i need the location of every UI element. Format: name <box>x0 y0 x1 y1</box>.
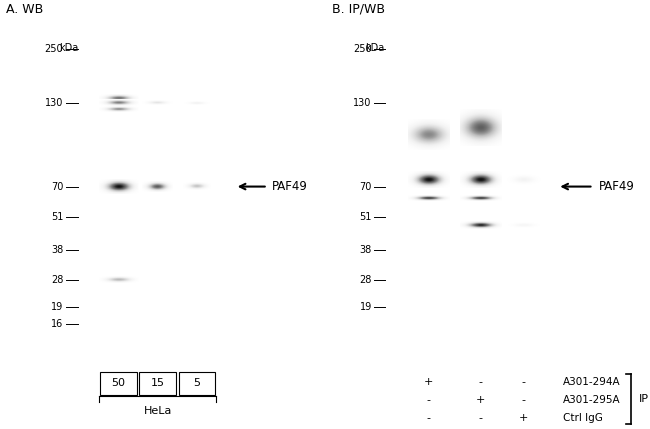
Text: -: - <box>426 413 430 423</box>
Text: PAF49: PAF49 <box>272 180 308 193</box>
Text: -: - <box>426 395 430 405</box>
Text: 38: 38 <box>359 245 372 255</box>
Text: B. IP/WB: B. IP/WB <box>332 3 385 15</box>
Text: +: + <box>476 395 486 405</box>
Text: 51: 51 <box>51 211 63 222</box>
Text: A. WB: A. WB <box>6 3 44 15</box>
Text: A301-294A: A301-294A <box>563 377 621 387</box>
Text: -: - <box>522 395 526 405</box>
Text: Ctrl IgG: Ctrl IgG <box>563 413 603 423</box>
Text: -: - <box>522 377 526 387</box>
Text: A301-295A: A301-295A <box>563 395 621 405</box>
Text: 15: 15 <box>151 378 164 388</box>
Text: kDa: kDa <box>365 43 385 53</box>
Text: 50: 50 <box>112 378 125 388</box>
Bar <box>140 372 176 395</box>
Text: IP: IP <box>639 394 649 404</box>
Text: 16: 16 <box>51 319 63 329</box>
Text: 51: 51 <box>359 211 372 222</box>
Text: HeLa: HeLa <box>144 406 172 416</box>
Text: -: - <box>479 377 483 387</box>
Text: 130: 130 <box>354 98 372 108</box>
Text: 19: 19 <box>359 302 372 312</box>
Bar <box>179 372 215 395</box>
Text: 28: 28 <box>51 275 63 285</box>
Text: kDa: kDa <box>58 43 78 53</box>
Text: 5: 5 <box>193 378 200 388</box>
Text: +: + <box>424 377 433 387</box>
Text: -: - <box>479 413 483 423</box>
Text: PAF49: PAF49 <box>599 180 635 193</box>
Text: 28: 28 <box>359 275 372 285</box>
Text: 250: 250 <box>45 44 63 54</box>
Text: 70: 70 <box>51 181 63 192</box>
Text: 130: 130 <box>45 98 63 108</box>
Bar <box>100 372 136 395</box>
Text: 70: 70 <box>359 181 372 192</box>
Text: 19: 19 <box>51 302 63 312</box>
Text: 250: 250 <box>353 44 372 54</box>
Text: +: + <box>519 413 528 423</box>
Text: 38: 38 <box>51 245 63 255</box>
